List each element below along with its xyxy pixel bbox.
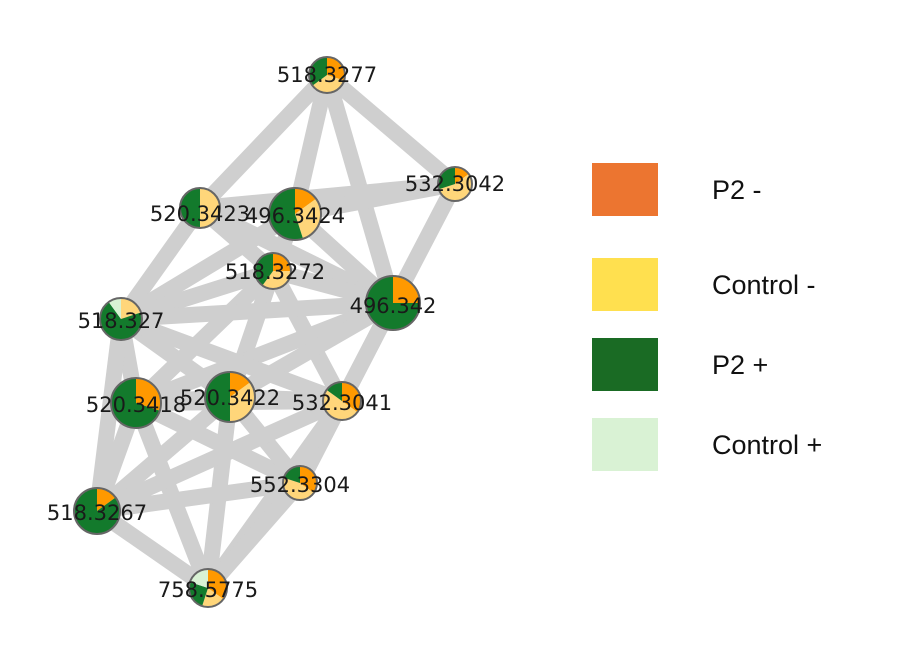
node-slice-p2-minus <box>136 378 161 411</box>
node-532-3042[interactable]: 532.3042 <box>405 166 505 202</box>
node-outline <box>204 371 256 423</box>
node-518-3267[interactable]: 518.3267 <box>47 487 147 535</box>
node-label: 518.3272 <box>225 260 325 284</box>
legend-label-p2-minus: P2 - <box>712 175 762 205</box>
node-slice-control-minus <box>200 188 220 228</box>
node-552-3304[interactable]: 552.3304 <box>250 465 350 501</box>
node-slice-p2-plus <box>366 276 420 330</box>
edge-n11-n12 <box>89 475 308 519</box>
node-label: 520.3422 <box>180 386 280 410</box>
node-outline <box>254 252 292 290</box>
edge-n11-n13 <box>200 475 308 596</box>
node-outline <box>188 568 228 608</box>
legend-item-p2-plus: P2 + <box>592 338 892 394</box>
node-slice-control-minus <box>438 174 472 201</box>
edge-n1-n2 <box>319 67 463 192</box>
node-slice-control-minus <box>202 588 224 607</box>
node-slice-p2-plus <box>269 188 304 241</box>
node-slice-p2-plus <box>110 378 160 428</box>
node-slice-p2-plus <box>99 302 142 341</box>
node-slice-control-minus <box>295 198 321 239</box>
legend-item-control-plus: Control + <box>592 418 892 474</box>
node-outline <box>322 381 362 421</box>
node-slice-control-minus <box>312 75 345 94</box>
node-slice-p2-plus <box>283 466 300 483</box>
node-outline <box>73 487 121 535</box>
node-520-3418[interactable]: 520.3418 <box>86 377 186 429</box>
edge-n10-n12 <box>89 393 350 519</box>
node-label: 552.3304 <box>250 473 350 497</box>
node-slice-p2-plus <box>205 372 230 422</box>
node-slice-control-plus <box>189 569 208 588</box>
edge-n7-n10 <box>113 311 350 409</box>
node-slice-p2-minus <box>327 57 345 81</box>
node-label: 518.3267 <box>47 501 147 525</box>
node-label: 518.327 <box>78 309 165 333</box>
node-outline <box>110 377 162 429</box>
node-label: 532.3042 <box>405 172 505 196</box>
node-outline <box>437 166 473 202</box>
edge-n2-n4 <box>287 176 463 222</box>
node-outline <box>365 275 421 331</box>
node-slice-p2-plus <box>74 488 120 534</box>
node-label: 520.3423 <box>150 202 250 226</box>
node-518-3277[interactable]: 518.3277 <box>277 56 377 94</box>
legend-item-control-minus: Control - <box>592 258 892 314</box>
edge-n1-n3 <box>192 67 335 216</box>
edge-n9-n12 <box>89 389 238 519</box>
node-outline <box>268 187 322 241</box>
legend-swatch-p2-minus <box>592 163 658 216</box>
node-label: 758.5775 <box>158 578 258 602</box>
legend-label-p2-plus: P2 + <box>712 350 769 380</box>
node-label: 496.342 <box>350 294 437 318</box>
node-slice-p2-plus <box>254 253 273 286</box>
node-outline <box>99 297 143 341</box>
node-slice-p2-minus <box>273 253 291 271</box>
legend-label-control-minus: Control - <box>712 270 816 300</box>
node-496-3424[interactable]: 496.3424 <box>245 187 345 241</box>
node-518-3272[interactable]: 518.3272 <box>225 252 325 290</box>
node-532-3041[interactable]: 532.3041 <box>292 381 392 421</box>
node-outline <box>282 465 318 501</box>
node-outline <box>308 56 346 94</box>
node-slice-control-minus <box>121 298 141 319</box>
node-label: 520.3418 <box>86 393 186 417</box>
node-label: 532.3041 <box>292 391 392 415</box>
node-496-342[interactable]: 496.342 <box>350 275 437 331</box>
legend-swatch-control-minus <box>592 258 658 311</box>
legend-item-p2-minus: P2 - <box>592 163 892 219</box>
legend-label-control-plus: Control + <box>712 430 823 460</box>
node-520-3423[interactable]: 520.3423 <box>150 187 250 229</box>
node-outline <box>179 187 221 229</box>
node-slice-p2-plus <box>180 188 200 228</box>
edge-n6-n9 <box>222 295 401 405</box>
node-758-5775[interactable]: 758.5775 <box>158 568 258 608</box>
node-slice-p2-minus <box>393 276 420 303</box>
legend-swatch-p2-plus <box>592 338 658 391</box>
node-slice-control-minus <box>323 389 358 420</box>
node-520-3422[interactable]: 520.3422 <box>180 371 280 423</box>
edge-n6-n7 <box>113 295 401 327</box>
node-slice-p2-plus <box>437 167 455 190</box>
node-label: 518.3277 <box>277 63 377 87</box>
legend-swatch-control-plus <box>592 418 658 471</box>
node-slice-control-plus <box>108 298 121 319</box>
node-label: 496.3424 <box>245 204 345 228</box>
edge-n5-n8 <box>128 263 281 411</box>
edge-n3-n7 <box>113 200 208 327</box>
node-slice-control-minus <box>282 477 314 501</box>
node-518-327[interactable]: 518.327 <box>78 297 165 341</box>
